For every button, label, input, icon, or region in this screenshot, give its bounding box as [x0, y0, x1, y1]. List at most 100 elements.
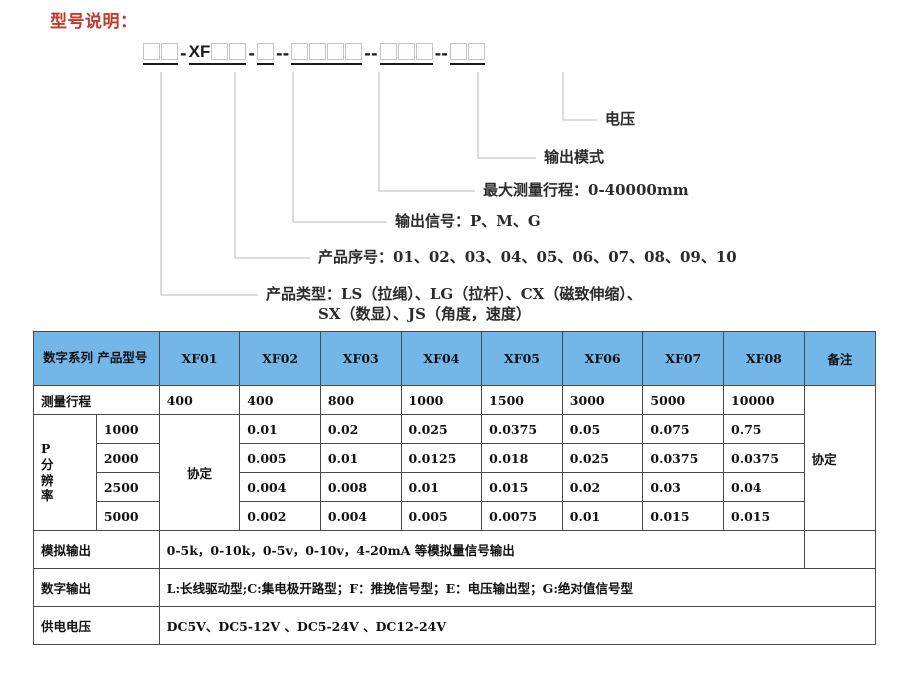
- code-separator: --: [434, 43, 448, 63]
- code-box: [291, 42, 309, 60]
- code-box: [449, 42, 467, 60]
- code-group-output-signal: [257, 41, 275, 65]
- code-group-series-number: XF: [188, 41, 247, 65]
- res-1000-xf05: 0.0375: [481, 414, 563, 444]
- code-box: [397, 42, 415, 60]
- model-code-diagram: - XF - -- -- --: [143, 41, 485, 67]
- res-2000-xf07: 0.0375: [642, 443, 725, 473]
- resolution-sub-2500: 2500: [95, 472, 160, 502]
- code-separator: --: [364, 43, 378, 63]
- code-group-max-stroke: [291, 41, 363, 65]
- annotation-max-stroke: 最大测量行程：0-40000mm: [483, 181, 689, 199]
- code-box: [229, 42, 247, 60]
- page-title: 型号说明：: [50, 12, 138, 32]
- res-2000-xf05: 0.018: [481, 443, 563, 473]
- code-box: [327, 42, 345, 60]
- code-box: [345, 42, 363, 60]
- annotation-product-type-line2: SX（数显）、JS（角度，速度）: [318, 305, 531, 324]
- header-model-xf03: XF03: [319, 331, 402, 386]
- leader-product-number: [234, 72, 310, 259]
- res-2500-xf08: 0.04: [723, 472, 805, 502]
- res-2500-xf02: 0.004: [239, 472, 321, 502]
- specification-table: 数字系列 产品型号 XF01 XF02 XF03 XF04 XF05 XF06 …: [33, 331, 877, 645]
- supply-voltage-value: DC5V、DC5-12V 、DC5-24V 、DC12-24V: [158, 606, 877, 645]
- res-5000-xf05: 0.0075: [481, 501, 563, 531]
- res-5000-xf06: 0.01: [561, 501, 644, 531]
- res-2500-xf06: 0.02: [561, 472, 644, 502]
- code-box: [379, 42, 397, 60]
- resolution-sub-2000: 2000: [95, 443, 160, 473]
- header-model-xf05: XF05: [481, 331, 563, 386]
- leader-product-type: [160, 72, 258, 296]
- annotation-output-signal: 输出信号：P、M、G: [395, 212, 541, 230]
- leader-output-mode: [477, 72, 536, 159]
- annotation-product-type-line1: 产品类型：LS（拉绳）、LG（拉杆）、CX（磁致伸缩）、: [266, 285, 642, 303]
- table-row-resolution-5000: 5000 0.002 0.004 0.005 0.0075 0.01 0.015…: [34, 501, 876, 531]
- res-1000-xf03: 0.02: [319, 414, 402, 444]
- table-row-stroke: 测量行程 400 400 800 1000 1500 3000 5000 100…: [33, 385, 877, 531]
- stroke-xf08: 10000: [723, 385, 805, 415]
- annotation-voltage: 电压: [605, 110, 636, 128]
- code-box: [257, 42, 275, 60]
- res-2500-xf07: 0.03: [642, 472, 725, 502]
- code-box: [415, 42, 433, 60]
- res-5000-xf02: 0.002: [239, 501, 321, 531]
- resolution-label-char-0: P: [41, 441, 51, 457]
- note-merged-cell: 协定: [803, 385, 877, 531]
- row-label-supply-voltage: 供电电压: [33, 606, 160, 645]
- analog-output-value: 0-5k，0-10k，0-5v，0-10v，4-20mA 等模拟量信号输出: [158, 530, 805, 569]
- resolution-xf01-merged: 协定: [158, 414, 241, 531]
- header-model-label-line2: 产品型号: [97, 350, 148, 366]
- code-separator: -: [180, 43, 187, 63]
- header-note: 备注: [803, 331, 877, 386]
- leader-max-stroke: [378, 72, 475, 192]
- res-2000-xf02: 0.005: [239, 443, 321, 473]
- annotation-product-number: 产品序号：01、02、03、04、05、06、07、08、09、10: [318, 248, 737, 266]
- resolution-label-char-2: 辨: [41, 472, 54, 488]
- resolution-label-char-3: 率: [41, 488, 54, 504]
- res-5000-xf04: 0.005: [400, 501, 483, 531]
- resolution-sub-1000: 1000: [95, 414, 160, 444]
- res-1000-xf02: 0.01: [239, 414, 321, 444]
- row-label-resolution: P 分 辨 率: [33, 414, 97, 531]
- row-label-digital-output: 数字输出: [33, 568, 160, 607]
- code-box: [143, 42, 160, 60]
- code-group-voltage: [449, 41, 485, 65]
- res-1000-xf04: 0.025: [400, 414, 483, 444]
- header-model-xf04: XF04: [400, 331, 483, 386]
- res-2500-xf03: 0.008: [319, 472, 402, 502]
- header-model-label: 数字系列 产品型号: [33, 331, 160, 386]
- header-model-xf06: XF06: [561, 331, 644, 386]
- table-row-digital-output: 数字输出 L:长线驱动型;C:集电极开路型；F：推挽信号型；E：电压输出型；G:…: [33, 568, 877, 607]
- header-model-xf01: XF01: [158, 331, 241, 386]
- header-model-xf08: XF08: [723, 331, 805, 386]
- res-1000-xf07: 0.075: [642, 414, 725, 444]
- annotation-product-type: 产品类型：LS（拉绳）、LG（拉杆）、CX（磁致伸缩）、 SX（数显）、JS（角…: [266, 284, 906, 325]
- code-box: [211, 42, 229, 60]
- stroke-xf01: 400: [158, 385, 241, 415]
- row-label-analog-output: 模拟输出: [33, 530, 160, 569]
- code-box: [309, 42, 327, 60]
- stroke-xf04: 1000: [400, 385, 483, 415]
- res-2000-xf03: 0.01: [319, 443, 402, 473]
- annotation-output-mode: 输出模式: [544, 148, 605, 166]
- resolution-label-char-1: 分: [41, 456, 54, 472]
- code-box: [467, 42, 485, 60]
- code-separator: --: [276, 43, 290, 63]
- code-group-output-mode: [379, 41, 433, 65]
- table-row-resolution-1000: P 分 辨 率 1000 协定 0.01 0.02 0.025 0.0375 0…: [33, 414, 876, 531]
- code-prefix-xf: XF: [188, 41, 211, 61]
- table-row-supply-voltage: 供电电压 DC5V、DC5-12V 、DC5-24V 、DC12-24V: [33, 606, 877, 645]
- digital-output-value: L:长线驱动型;C:集电极开路型；F：推挽信号型；E：电压输出型；G:绝对值信号…: [158, 568, 877, 607]
- code-group-product-type: [143, 41, 178, 65]
- resolution-sub-5000: 5000: [95, 501, 160, 531]
- res-2000-xf04: 0.0125: [400, 443, 483, 473]
- res-5000-xf07: 0.015: [642, 501, 725, 531]
- stroke-xf07: 5000: [642, 385, 725, 415]
- table-row-analog-output: 模拟输出 0-5k，0-10k，0-5v，0-10v，4-20mA 等模拟量信号…: [33, 530, 877, 569]
- stroke-xf02: 400: [239, 385, 321, 415]
- leader-output-signal: [292, 72, 387, 223]
- leader-voltage: [562, 72, 597, 121]
- res-1000-xf08: 0.75: [723, 414, 805, 444]
- stroke-xf05: 1500: [481, 385, 563, 415]
